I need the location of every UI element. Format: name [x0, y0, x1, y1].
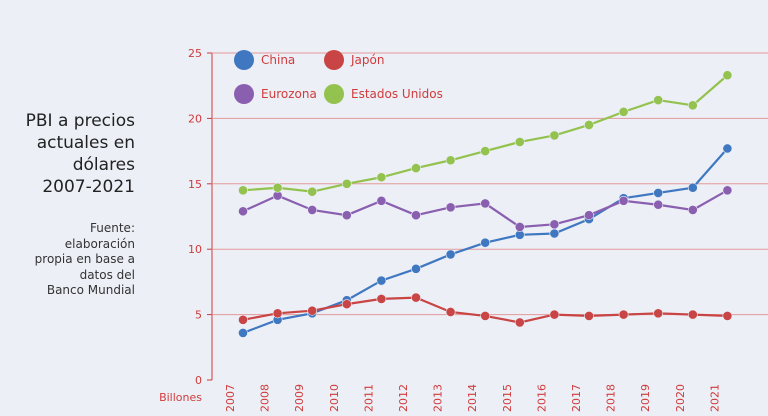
data-point-china	[480, 237, 491, 248]
data-point-estados-unidos	[722, 70, 733, 81]
data-point-china	[411, 263, 421, 274]
data-point-japon	[514, 317, 525, 328]
x-tick-label: 2013	[432, 384, 445, 412]
chart-source-note: Fuente: elaboración propia en base a dat…	[34, 221, 135, 297]
x-tick-label: 2007	[224, 384, 237, 412]
data-point-japon	[341, 299, 352, 310]
data-point-japon	[584, 311, 594, 321]
x-tick-label: 2018	[605, 384, 618, 412]
data-point-estados-unidos	[238, 185, 248, 196]
data-point-japon	[376, 294, 387, 304]
data-point-estados-unidos	[653, 95, 664, 105]
data-point-eurozona	[341, 210, 352, 221]
data-point-eurozona	[549, 219, 560, 230]
data-point-japon	[653, 308, 664, 319]
legend-label: Japón	[350, 53, 384, 67]
x-tick-label: 2020	[674, 384, 687, 412]
legend-label: Estados Unidos	[351, 87, 443, 101]
data-point-estados-unidos	[618, 106, 629, 117]
data-point-japon	[480, 311, 491, 321]
x-tick-label: 2011	[362, 384, 375, 412]
data-point-japon	[687, 309, 698, 320]
legend-marker	[234, 84, 254, 104]
legend-label: Eurozona	[261, 87, 317, 101]
data-point-eurozona	[514, 222, 525, 232]
data-point-japon	[549, 309, 560, 320]
x-tick-label: 2010	[328, 384, 341, 412]
x-tick-label: 2012	[397, 384, 410, 412]
y-axis-unit-label: Billones	[159, 391, 202, 404]
data-point-china	[653, 188, 664, 198]
legend-label: China	[261, 53, 295, 67]
data-point-china	[549, 228, 560, 239]
data-point-estados-unidos	[480, 146, 491, 156]
data-point-japon	[411, 292, 421, 303]
data-point-eurozona	[584, 210, 594, 221]
data-point-japon	[722, 311, 733, 321]
data-point-japon	[272, 308, 283, 319]
data-point-china	[445, 249, 456, 260]
data-point-eurozona	[307, 205, 318, 215]
data-point-china	[376, 275, 387, 286]
data-point-estados-unidos	[411, 163, 421, 174]
data-point-china	[687, 182, 698, 193]
y-tick-label: 0	[195, 374, 202, 387]
data-point-eurozona	[376, 195, 387, 206]
y-tick-label: 10	[188, 243, 202, 256]
chart-title: PBI a precios actuales en dólares 2007-2…	[25, 111, 135, 197]
x-tick-label: 2015	[501, 384, 514, 412]
data-point-japon	[618, 309, 629, 320]
x-tick-label: 2021	[708, 384, 721, 412]
data-point-eurozona	[618, 195, 629, 206]
data-point-estados-unidos	[549, 130, 560, 141]
y-tick-label: 5	[195, 309, 202, 322]
x-tick-label: 2019	[639, 384, 652, 412]
data-point-estados-unidos	[687, 100, 698, 111]
legend-marker	[234, 50, 254, 70]
x-tick-label: 2009	[293, 384, 306, 412]
data-point-eurozona	[653, 199, 664, 210]
data-point-eurozona	[238, 206, 248, 217]
data-point-estados-unidos	[307, 186, 318, 197]
data-point-china	[722, 143, 733, 154]
data-point-eurozona	[480, 198, 491, 209]
data-point-estados-unidos	[445, 155, 456, 166]
x-tick-label: 2016	[535, 384, 548, 412]
data-point-estados-unidos	[376, 172, 387, 183]
data-point-japon	[307, 305, 318, 316]
data-point-eurozona	[445, 202, 456, 213]
data-point-eurozona	[687, 205, 698, 215]
legend-marker	[324, 50, 344, 70]
data-point-estados-unidos	[514, 137, 525, 147]
x-tick-label: 2017	[570, 384, 583, 412]
y-tick-label: 15	[188, 178, 202, 191]
x-tick-label: 2014	[466, 384, 479, 412]
data-point-estados-unidos	[341, 178, 352, 189]
legend-marker	[324, 84, 344, 104]
x-tick-label: 2008	[259, 384, 272, 412]
y-tick-label: 20	[188, 112, 202, 125]
data-point-japon	[238, 314, 248, 325]
data-point-eurozona	[411, 210, 421, 221]
data-point-china	[238, 328, 248, 338]
data-point-estados-unidos	[272, 182, 283, 193]
y-tick-label: 25	[188, 47, 202, 60]
data-point-japon	[445, 307, 456, 317]
data-point-estados-unidos	[584, 120, 594, 130]
data-point-eurozona	[722, 185, 733, 196]
